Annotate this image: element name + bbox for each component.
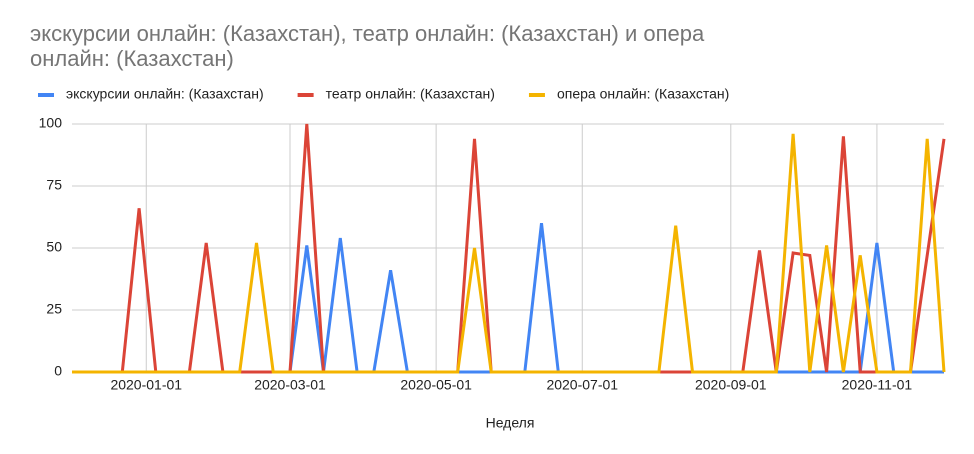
y-tick-label: 0 (54, 363, 62, 379)
x-tick-label: 2020-01-01 (110, 377, 182, 393)
x-tick-label: 2020-07-01 (546, 377, 618, 393)
x-axis-title: Неделя (486, 415, 535, 431)
legend-label: театр онлайн: (Казахстан) (326, 86, 495, 102)
y-tick-label: 100 (39, 115, 63, 131)
y-tick-label: 50 (46, 239, 62, 255)
x-tick-label: 2020-09-01 (695, 377, 767, 393)
legend-label: экскурсии онлайн: (Казахстан) (66, 86, 264, 102)
y-tick-label: 25 (46, 301, 62, 317)
legend-label: опера онлайн: (Казахстан) (557, 86, 729, 102)
y-tick-label: 75 (46, 177, 62, 193)
chart-title: экскурсии онлайн: (Казахстан), театр онл… (30, 21, 705, 71)
x-tick-label: 2020-05-01 (400, 377, 472, 393)
x-tick-label: 2020-11-01 (842, 377, 913, 393)
series-line (72, 133, 946, 374)
x-tick-label: 2020-03-01 (254, 377, 326, 393)
